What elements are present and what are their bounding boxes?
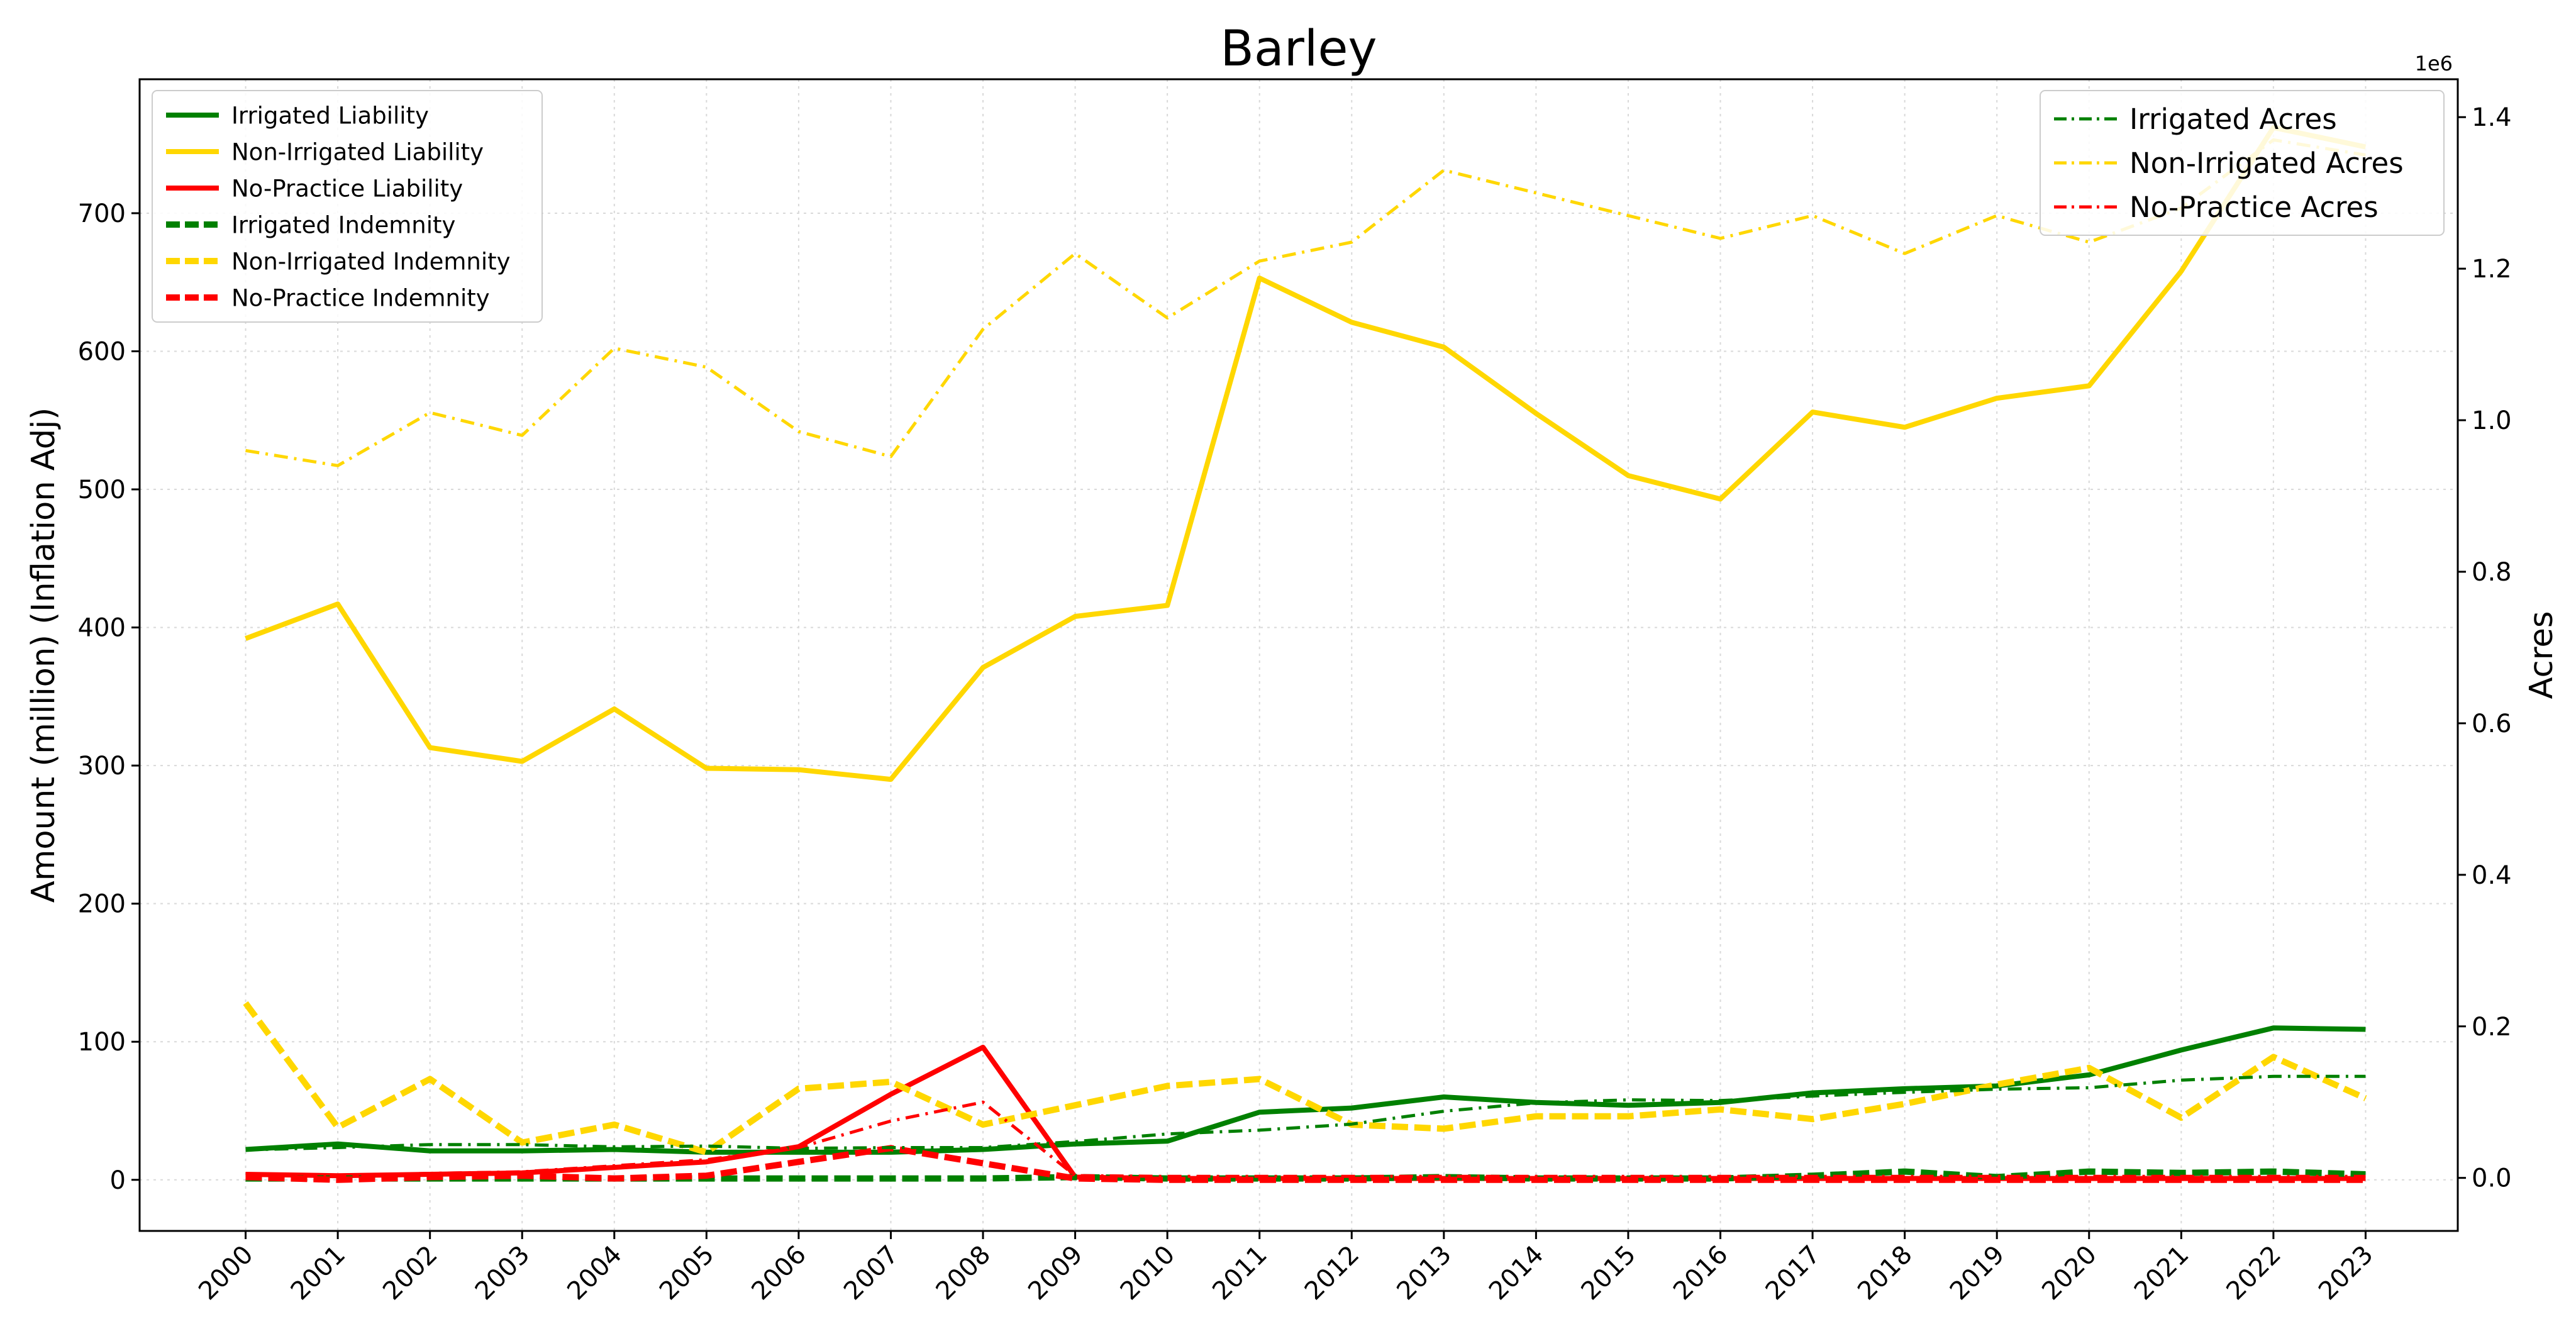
legend-label-no-practice-indemnity: No-Practice Indemnity — [231, 284, 490, 311]
y2-tick-label: 0.0 — [2472, 1164, 2512, 1193]
legend-right-frame — [2040, 90, 2445, 236]
legend-label-no-practice-liability: No-Practice Liability — [231, 175, 463, 202]
legend-right: Irrigated Acres Non-Irrigated Acres No-Pra… — [2040, 90, 2445, 236]
y2-offset-text: 1e6 — [2415, 52, 2453, 75]
y-tick-label: 700 — [78, 199, 126, 228]
legend-label-non-irrigated-indemnity: Non-Irrigated Indemnity — [231, 248, 511, 275]
y-tick-label: 500 — [78, 476, 126, 504]
y-tick-label: 0 — [110, 1166, 126, 1195]
chart-title: Barley — [1220, 21, 1377, 77]
y2-tick-label: 0.4 — [2472, 861, 2512, 890]
legend-label-non-irrigated-acres: Non-Irrigated Acres — [2129, 147, 2404, 180]
y-tick-label: 400 — [78, 614, 126, 643]
y-axis-label: Amount (million) (Inflation Adj) — [25, 408, 62, 903]
legend-label-no-practice-acres: No-Practice Acres — [2129, 191, 2379, 224]
y-tick-label: 300 — [78, 752, 126, 781]
series-line-no-practice-acres — [245, 1100, 2366, 1178]
legend-left-frame — [152, 90, 543, 323]
plot-frame — [138, 78, 2459, 1232]
y2-axis-label: Acres — [2523, 611, 2560, 699]
legend-label-irrigated-indemnity: Irrigated Indemnity — [231, 211, 455, 238]
legend-label-non-irrigated-liability: Non-Irrigated Liability — [231, 138, 484, 165]
series-line-irrigated-acres — [245, 1074, 2366, 1152]
y-tick-label: 600 — [78, 338, 126, 367]
legend-label-irrigated-acres: Irrigated Acres — [2129, 103, 2337, 136]
y2-tick-label: 0.6 — [2472, 709, 2512, 738]
series-line-non-irrigated-liability — [245, 125, 2367, 782]
series-lines — [243, 125, 2367, 1183]
y2-tick-label: 1.0 — [2472, 406, 2512, 435]
legend-label-irrigated-liability: Irrigated Liability — [231, 102, 429, 129]
y-tick-label: 200 — [78, 890, 126, 919]
series-line-non-irrigated-acres — [245, 138, 2366, 467]
y2-tick-label: 0.8 — [2472, 558, 2512, 587]
y-tick-label: 100 — [78, 1028, 126, 1057]
y2-tick-label: 0.2 — [2472, 1013, 2512, 1042]
series-line-no-practice-indemnity — [245, 1145, 2366, 1183]
series-line-non-irrigated-indemnity — [243, 1001, 2367, 1155]
y2-tick-label: 1.4 — [2472, 103, 2512, 132]
y2-tick-label: 1.2 — [2472, 255, 2512, 284]
legend-left: Irrigated Liability Non-Irrigated Liabili… — [152, 90, 543, 323]
